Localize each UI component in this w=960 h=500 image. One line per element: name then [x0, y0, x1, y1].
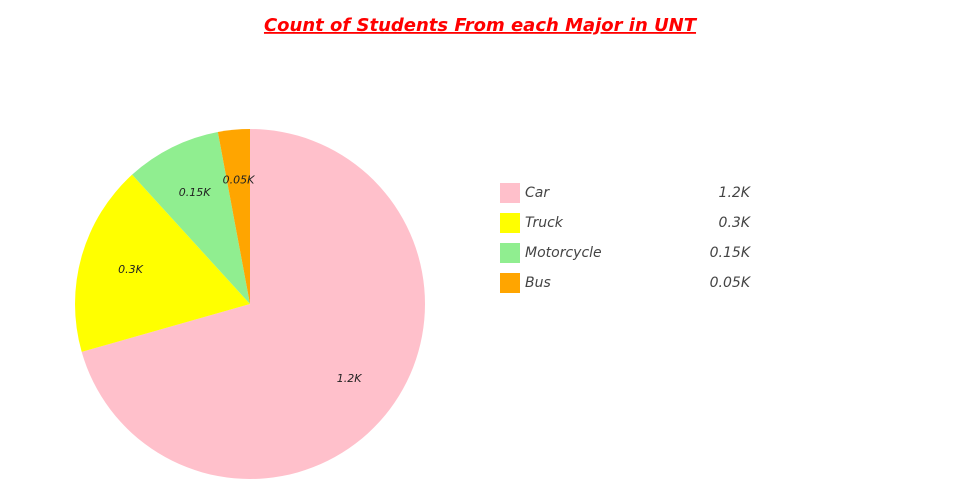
chart-title: Count of Students From each Major in UNT	[264, 15, 698, 36]
legend-swatch	[500, 213, 520, 233]
legend-value: 0.05K	[710, 275, 752, 291]
legend-swatch	[500, 243, 520, 263]
legend-swatch	[500, 273, 520, 293]
legend-value: 0.3K	[719, 215, 752, 231]
data-label: 0.3K	[118, 263, 143, 276]
legend-label: Truck	[525, 215, 564, 231]
data-label: 1.2K	[337, 372, 362, 385]
legend-value: 0.15K	[710, 245, 752, 261]
pie-slice	[75, 174, 250, 352]
pie-slice	[132, 131, 250, 304]
data-label: 0.05K	[223, 173, 255, 186]
pie-slice	[217, 129, 250, 304]
legend-label: Bus	[525, 275, 551, 291]
legend-value: 1.2K	[719, 185, 752, 201]
legend-label: Car	[525, 185, 550, 201]
legend-label: Motorcycle	[525, 245, 602, 261]
data-label: 0.15K	[179, 186, 211, 199]
legend-swatch	[500, 183, 520, 203]
pie-slice	[81, 129, 425, 479]
